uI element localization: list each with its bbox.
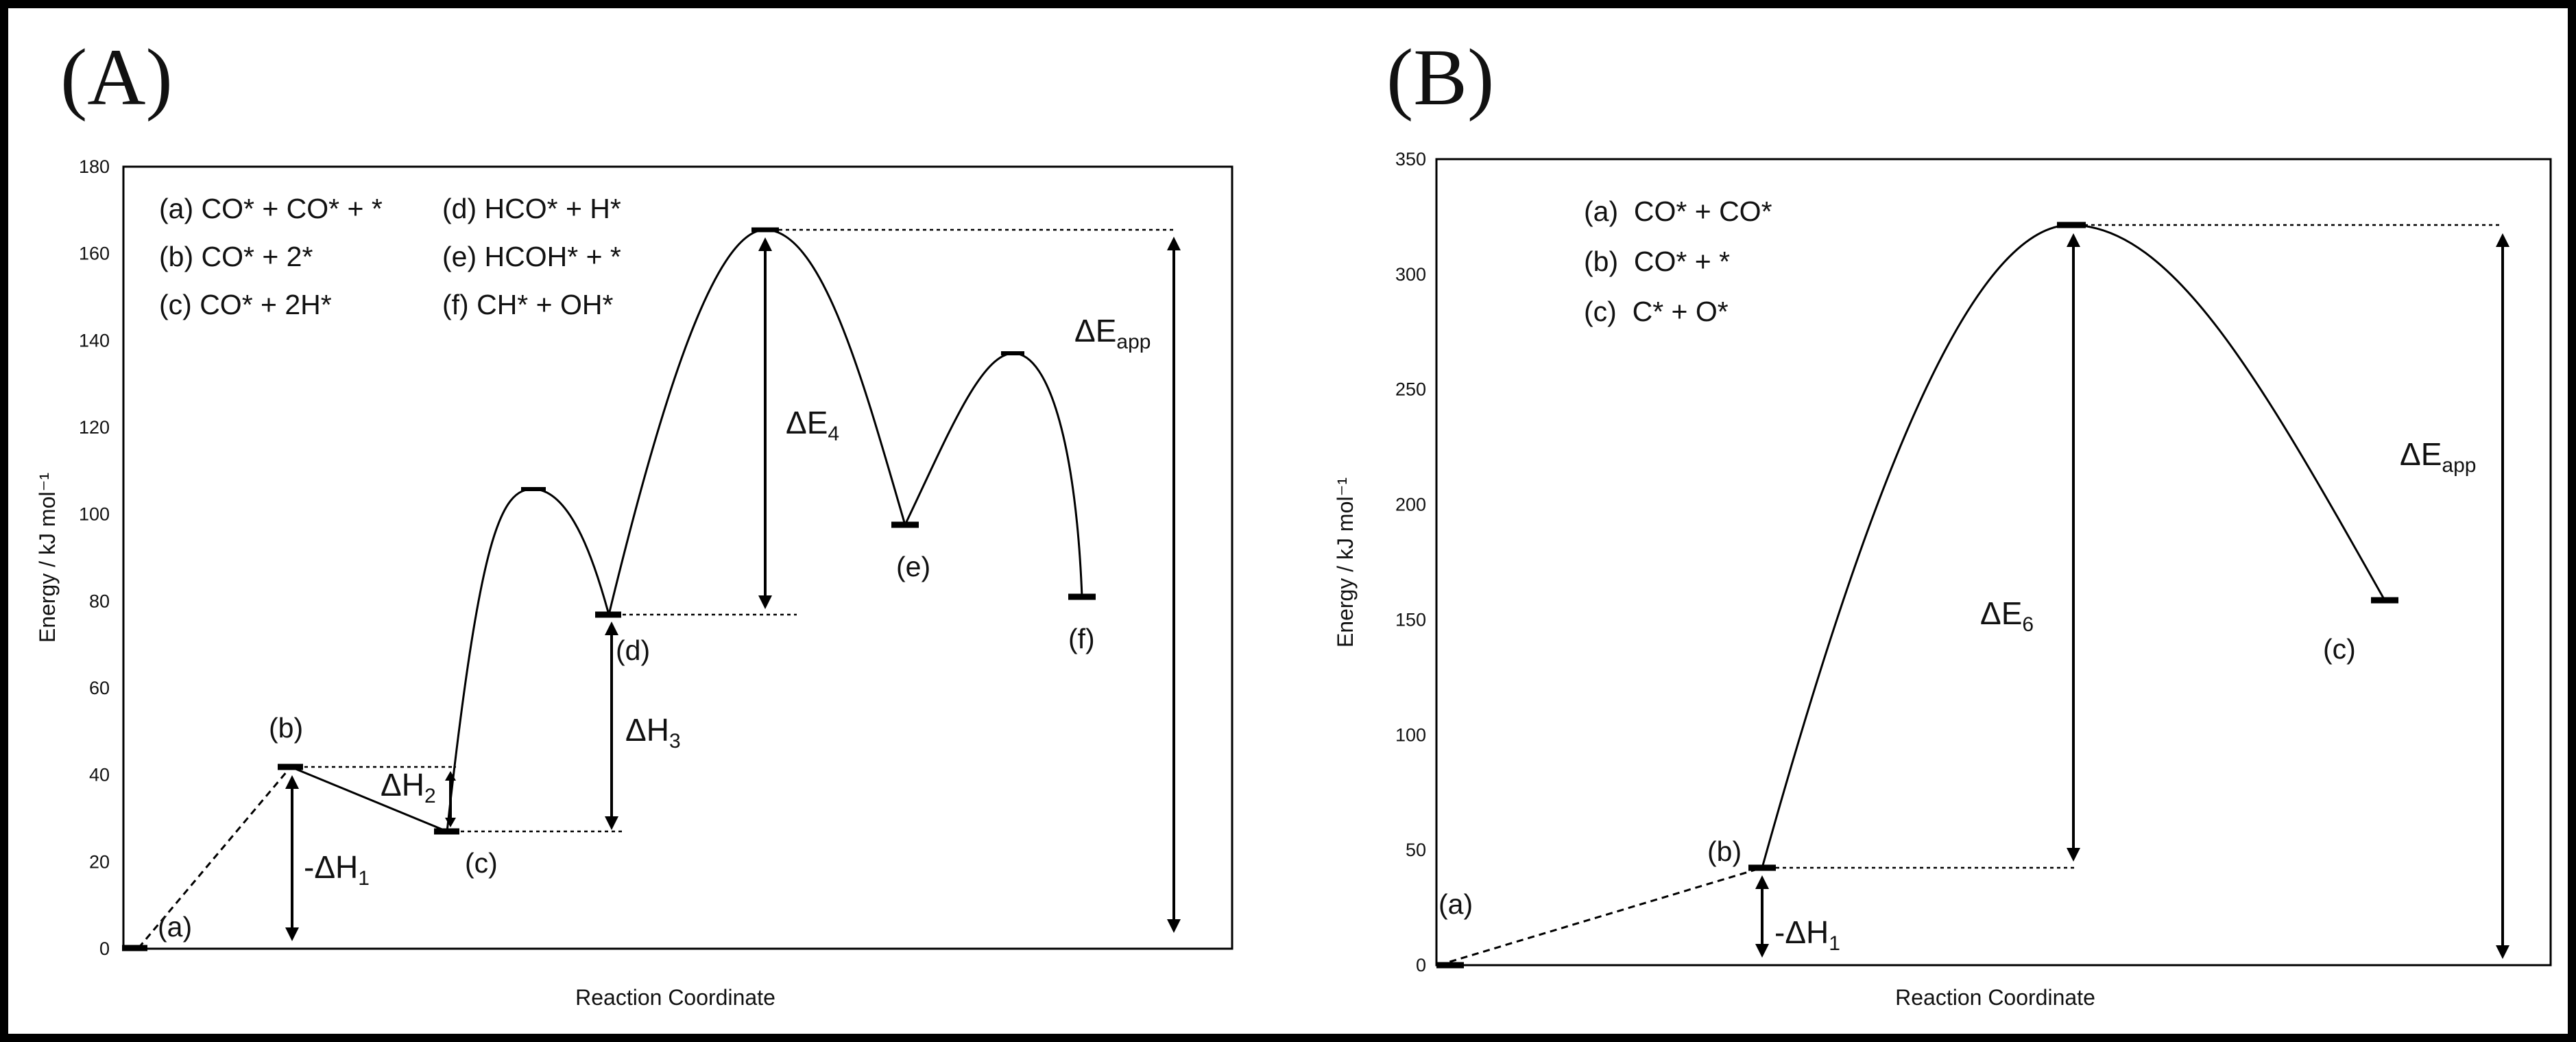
panel-a-energy-profile [137, 228, 1083, 949]
panel-b-y-tick-250: 250 [1395, 379, 1426, 400]
panel-a-ann-dh2: ΔH2 [381, 767, 436, 807]
panel-a-y-axis-title: Energy / kJ mol⁻¹ [35, 473, 60, 643]
panel-a-label-b: (b) [269, 712, 303, 744]
panel-a-y-tick-140: 140 [79, 330, 110, 351]
panel-b-ann-de6: ΔE6 [1980, 595, 2034, 636]
panel-b-y-tick-300: 300 [1395, 264, 1426, 285]
panel-a-y-tick-100: 100 [79, 504, 110, 525]
panel-b-label: (B) [1386, 32, 1494, 122]
panel-b-reference-lines [1762, 224, 2503, 869]
panel-a-ann-de4: ΔE4 [786, 405, 839, 445]
panel-b-arrow-deapp-head-top [2496, 233, 2509, 247]
panel-b-path-a-b [1438, 866, 1763, 967]
panel-a-label-d: (d) [616, 635, 650, 666]
panel-a-label: (A) [60, 32, 173, 122]
panel-a-legend-f: (f) CH* + OH* [442, 289, 613, 320]
panel-a-ann-dh1: -ΔH1 [304, 849, 370, 890]
panel-a-y-tick-180: 180 [79, 156, 110, 177]
panel-b-x-axis-title: Reaction Coordinate [1895, 985, 2095, 1010]
panel-a-label-e: (e) [896, 551, 930, 582]
panel-b-label-c: (c) [2323, 633, 2356, 665]
panel-a-legend-e: (e) HCOH* + * [442, 241, 621, 272]
panel-b-arrows [1755, 233, 2509, 959]
panel-a-legend-b: (b) CO* + 2* [159, 241, 313, 272]
panel-a-label-c: (c) [465, 847, 498, 879]
panel-b-arrow-dh1-head-bottom [1755, 944, 1769, 958]
panel-b-ann-deapp: ΔEapp [2400, 436, 2476, 477]
panel-a-path-d-e [607, 228, 906, 615]
panel-b-label-a: (a) [1439, 888, 1473, 920]
panel-a-path-b-c [290, 766, 448, 833]
panel-a-legend-c: (c) CO* + 2H* [159, 289, 332, 320]
panel-a-arrow-dh1-head-bottom [285, 927, 299, 941]
panel-a-y-tick-40: 40 [89, 765, 110, 785]
panel-a-y-tick-0: 0 [99, 938, 110, 959]
panel-a-ann-dh3: ΔH3 [625, 712, 681, 753]
panel-a-arrow-de4-head-top [758, 237, 772, 251]
panel-b-state-bars [1436, 222, 2398, 969]
panel-a-y-tick-60: 60 [89, 678, 110, 698]
panel-b-y-tick-100: 100 [1395, 724, 1426, 745]
panel-b-y-tick-0: 0 [1416, 955, 1426, 975]
panel-a-arrow-dh3-head-bottom [605, 816, 618, 830]
panel-a: (A) 0 20 40 60 80 100 120 140 160 180 Energy / kJ… [35, 32, 1233, 1010]
panel-a-path-a-b [137, 766, 292, 949]
panel-b: (B) 0 50 100 150 200 250 300 350 Energy / kJ mo… [1333, 32, 2552, 1010]
panel-b-energy-profile [1438, 224, 2386, 967]
panel-b-arrow-de6-head-bottom [2067, 848, 2080, 862]
panel-b-arrow-de6-head-top [2067, 233, 2080, 247]
panel-b-arrow-deapp-head-bottom [2496, 945, 2509, 959]
panel-b-path-b-c [1761, 224, 2386, 868]
panel-b-y-tick-150: 150 [1395, 609, 1426, 630]
panel-a-state-bars [122, 227, 1096, 951]
panel-a-legend-a: (a) CO* + CO* + * [159, 193, 383, 224]
panel-a-arrow-dh2-head-bottom [445, 818, 456, 827]
panel-a-path-c-d [446, 488, 610, 832]
panel-a-y-tick-20: 20 [89, 851, 110, 872]
panel-a-arrows [285, 237, 1181, 941]
panel-a-legend-d: (d) HCO* + H* [442, 193, 621, 224]
panel-a-arrow-de4-head-bottom [758, 595, 772, 609]
panel-a-arrow-dh1-head-top [285, 775, 299, 789]
panel-b-label-b: (b) [1707, 836, 1742, 867]
panel-b-y-tick-50: 50 [1406, 840, 1426, 860]
panel-a-label-f: (f) [1068, 623, 1095, 654]
panel-a-x-axis-title: Reaction Coordinate [575, 985, 775, 1010]
panel-a-reference-lines [291, 228, 1174, 833]
panel-a-arrow-dh3-head-top [605, 621, 618, 635]
panel-b-legend-a: (a) CO* + CO* [1584, 196, 1772, 227]
panel-a-y-ticks: 0 20 40 60 80 100 120 140 160 180 [79, 156, 110, 959]
panel-a-arrow-dh2-head-top [445, 771, 456, 781]
panel-a-path-e-f [904, 352, 1083, 597]
panel-a-y-tick-120: 120 [79, 417, 110, 438]
panel-b-arrow-dh1-head-top [1755, 875, 1769, 889]
panel-b-legend-b: (b) CO* + * [1584, 246, 1730, 277]
panel-b-y-axis-title: Energy / kJ mol⁻¹ [1333, 477, 1358, 648]
panel-b-plot-area [1435, 158, 2552, 967]
panel-b-y-tick-350: 350 [1395, 149, 1426, 169]
panel-a-y-tick-160: 160 [79, 244, 110, 264]
panel-b-ann-dh1: -ΔH1 [1774, 914, 1840, 955]
panel-a-arrow-deapp-head-bottom [1167, 919, 1181, 933]
panel-a-y-tick-80: 80 [89, 591, 110, 611]
panel-b-y-tick-200: 200 [1395, 495, 1426, 515]
panel-a-label-a: (a) [158, 911, 192, 943]
panel-a-arrow-deapp-head-top [1167, 237, 1181, 250]
panel-a-plot-area [122, 165, 1233, 950]
panel-b-legend-c: (c) C* + O* [1584, 296, 1729, 327]
panel-b-y-ticks: 0 50 100 150 200 250 300 350 [1395, 149, 1426, 975]
panel-a-ann-deapp: ΔEapp [1074, 313, 1151, 353]
